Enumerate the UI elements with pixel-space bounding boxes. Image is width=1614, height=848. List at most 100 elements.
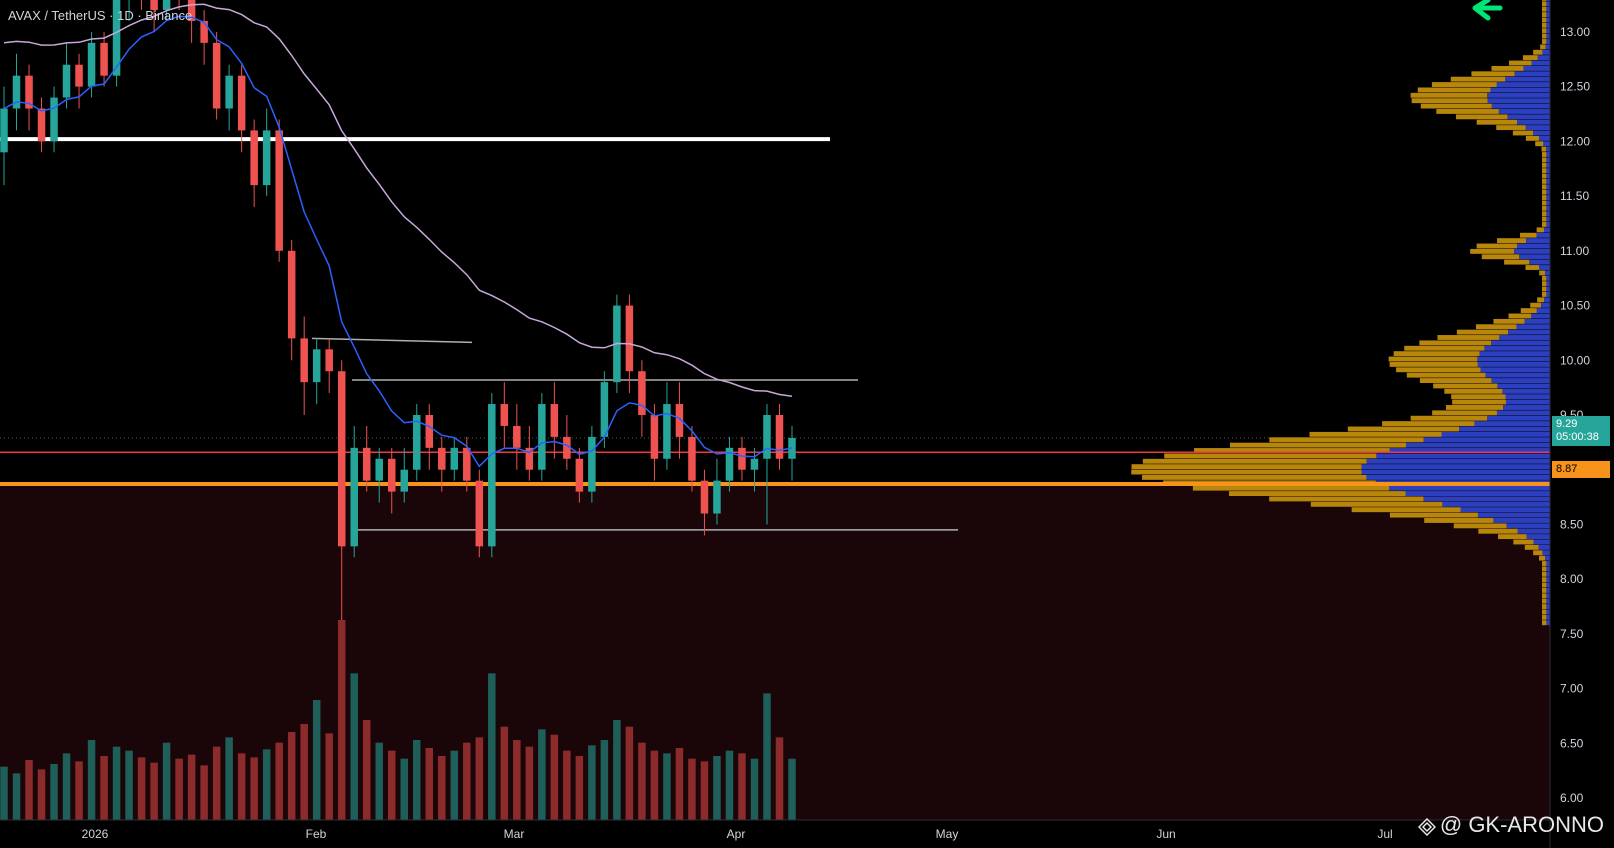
volume-profile-bar xyxy=(1491,378,1550,383)
volume-profile-bar xyxy=(1423,437,1550,443)
volume-bar xyxy=(425,748,434,820)
candle-body xyxy=(550,404,559,437)
price-axis-tick-label: 11.50 xyxy=(1560,189,1589,203)
volume-bar xyxy=(275,742,283,820)
volume-bar xyxy=(400,758,409,820)
volume-profile-bar xyxy=(1536,232,1550,238)
volume-bar xyxy=(475,737,484,820)
price-axis-tick-label: 7.50 xyxy=(1560,627,1584,641)
volume-profile-bar xyxy=(1542,620,1547,626)
volume-profile-bar xyxy=(1406,372,1486,378)
volume-profile-bar xyxy=(1542,184,1547,190)
volume-bar xyxy=(488,673,496,820)
volume-bar xyxy=(287,732,296,820)
volume-profile-bar xyxy=(1491,103,1550,109)
volume-bar xyxy=(187,754,196,820)
volume-profile-bar xyxy=(1445,405,1504,410)
volume-profile-bar xyxy=(1542,162,1547,168)
volume-profile-bar xyxy=(1405,491,1550,497)
volume-profile-bar xyxy=(1544,297,1550,303)
candle-body xyxy=(287,250,296,339)
candle-body xyxy=(375,458,383,481)
volume-profile-bar xyxy=(1546,609,1550,615)
volume-profile-bar xyxy=(1546,157,1550,163)
volume-profile-bar xyxy=(1351,507,1461,513)
volume-profile-bar xyxy=(1542,211,1547,217)
volume-profile-bar xyxy=(1507,114,1550,120)
volume-profile-bar xyxy=(1524,318,1550,324)
volume-profile-bar xyxy=(1192,485,1390,491)
volume-profile-bar xyxy=(1542,275,1547,281)
volume-profile-bar xyxy=(1388,356,1478,362)
volume-profile-bar xyxy=(1417,87,1491,93)
candle-body xyxy=(563,436,571,459)
volume-profile-bar xyxy=(1309,431,1442,437)
volume-bar xyxy=(563,750,571,820)
volume-profile-bar xyxy=(1542,200,1547,206)
candle-body xyxy=(725,447,734,481)
volume-profile-bar xyxy=(1497,383,1550,389)
volume-profile-bar xyxy=(1512,130,1534,136)
candle-body xyxy=(275,130,283,251)
volume-profile-bar xyxy=(1542,168,1547,174)
symbol-title: AVAX / TetherUS · 1D · Binance xyxy=(8,8,193,23)
volume-profile-bar xyxy=(1456,329,1509,335)
volume-profile-bar xyxy=(1420,103,1492,109)
volume-profile-bar xyxy=(1546,1,1550,7)
volume-profile-bar xyxy=(1475,324,1517,330)
volume-profile-bar xyxy=(1459,426,1550,432)
volume-profile-bar xyxy=(1519,232,1537,238)
candle-body xyxy=(700,480,709,514)
volume-bar xyxy=(200,765,208,820)
candle-body xyxy=(12,75,21,109)
volume-bar xyxy=(500,726,509,820)
volume-profile-bar xyxy=(1539,270,1546,276)
candle-body xyxy=(300,338,308,383)
volume-profile-bar xyxy=(1419,378,1492,383)
volume-profile-bar xyxy=(1479,351,1550,357)
volume-profile-bar xyxy=(1546,17,1550,23)
volume-profile-bar xyxy=(1541,291,1547,297)
volume-profile-bar xyxy=(1491,65,1524,71)
volume-profile-bar xyxy=(1441,431,1550,437)
volume-profile-bar xyxy=(1543,141,1550,147)
volume-profile-bar xyxy=(1546,184,1550,190)
volume-bar xyxy=(438,756,446,820)
volume-profile-bar xyxy=(1523,65,1550,71)
time-axis-tick-label: Jul xyxy=(1377,827,1392,841)
volume-profile-bar xyxy=(1541,146,1547,152)
volume-profile-bar xyxy=(1546,614,1550,620)
volume-profile-bar xyxy=(1499,335,1550,340)
volume-bar xyxy=(312,700,321,820)
candle-body xyxy=(25,75,33,109)
volume-profile-bar xyxy=(1164,453,1377,459)
volume-profile-bar xyxy=(1546,211,1550,217)
volume-bar xyxy=(337,620,346,820)
volume-profile-bar xyxy=(1533,539,1550,545)
short-trend-line xyxy=(311,337,473,344)
volume-profile-bar xyxy=(1546,0,1550,1)
volume-bar xyxy=(162,742,171,820)
volume-profile-bar xyxy=(1194,448,1390,453)
volume-profile-bar xyxy=(1538,544,1550,550)
volume-bar xyxy=(788,758,796,820)
volume-profile-bar xyxy=(1487,98,1550,104)
volume-profile-bar xyxy=(1396,367,1481,373)
volume-profile-bar xyxy=(1505,76,1550,82)
volume-profile-bar xyxy=(1526,238,1550,244)
demand-zone xyxy=(0,483,1550,820)
volume-profile-bar xyxy=(1389,448,1550,453)
volume-profile-bar xyxy=(1542,281,1547,287)
volume-profile-bar xyxy=(1476,243,1517,249)
support-price-value: 8.87 xyxy=(1556,463,1578,475)
volume-profile-bar xyxy=(1432,410,1497,416)
volume-profile-bar xyxy=(1546,152,1550,157)
volume-profile-bar xyxy=(1498,534,1527,540)
volume-profile-bar xyxy=(1531,60,1550,66)
volume-profile-bar xyxy=(1476,119,1518,125)
volume-profile-bar xyxy=(1480,367,1550,373)
time-axis-tick-label: 2026 xyxy=(82,827,109,841)
support-price-tag: 8.87 xyxy=(1552,461,1610,478)
volume-profile-bar xyxy=(1542,566,1547,572)
